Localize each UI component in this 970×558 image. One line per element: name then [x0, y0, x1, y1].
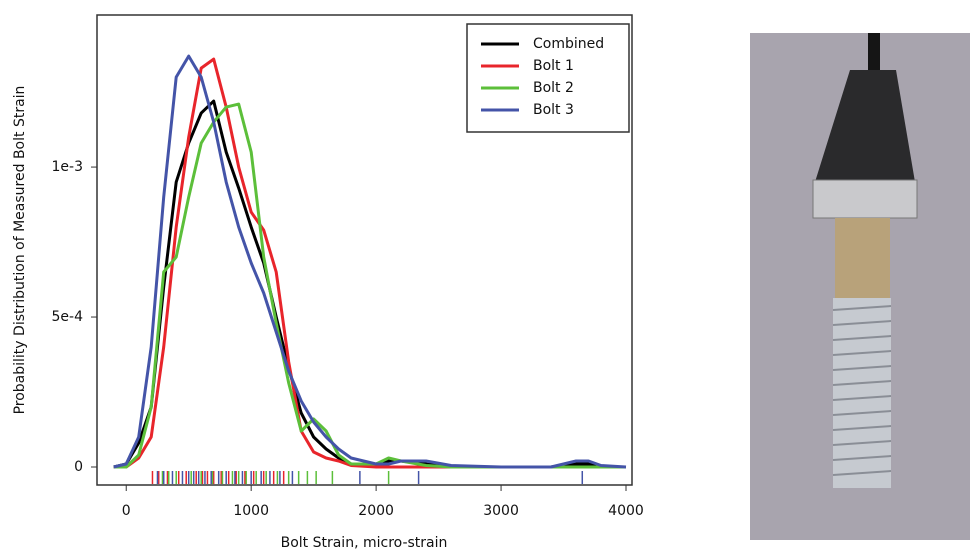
boot [815, 70, 915, 182]
legend-label: Bolt 2 [533, 80, 574, 96]
y-tick-label: 1e-3 [52, 159, 83, 175]
x-axis-label: Bolt Strain, micro-strain [281, 535, 448, 551]
x-tick-label: 0 [122, 503, 131, 519]
legend-label: Bolt 3 [533, 102, 574, 118]
x-tick-label: 4000 [608, 503, 644, 519]
photo [750, 33, 970, 540]
density-line [113, 102, 626, 469]
x-tick-label: 2000 [358, 503, 394, 519]
y-tick-label: 0 [74, 459, 83, 475]
x-tick-label: 1000 [233, 503, 269, 519]
x-tick-label: 3000 [483, 503, 519, 519]
plot-frame [96, 14, 633, 486]
density-line [113, 54, 627, 469]
gauge-section [835, 218, 890, 298]
legend-label: Bolt 1 [533, 58, 574, 74]
legend-box [466, 23, 630, 133]
thread-lines [832, 305, 892, 476]
cable [868, 33, 880, 70]
legend-label: Combined [533, 36, 604, 52]
y-tick-label: 5e-4 [52, 309, 84, 325]
y-axis-label: Probability Distribution of Measured Bol… [12, 86, 28, 415]
nut [812, 179, 918, 219]
density-line [113, 99, 626, 469]
